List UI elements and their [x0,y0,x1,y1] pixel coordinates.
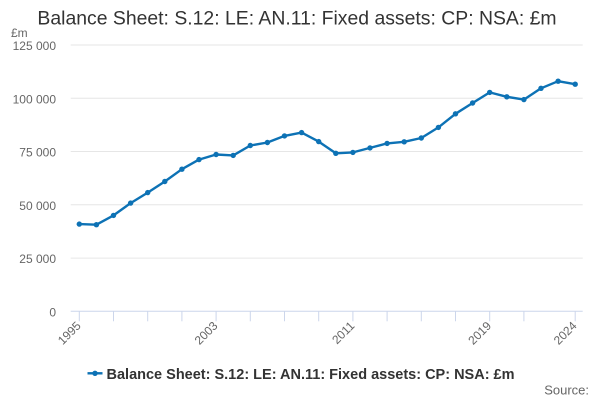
svg-text:50 000: 50 000 [19,199,56,213]
svg-text:£m: £m [11,26,28,40]
svg-text:75 000: 75 000 [19,146,56,160]
svg-text:Balance Sheet: S.12: LE: AN.11: Balance Sheet: S.12: LE: AN.11: Fixed as… [107,367,515,383]
svg-text:25 000: 25 000 [19,252,56,266]
svg-text:Source:: Source: [544,383,589,398]
svg-text:125 000: 125 000 [13,39,57,53]
svg-text:100 000: 100 000 [13,92,57,106]
svg-text:0: 0 [49,305,56,319]
svg-text:Balance Sheet: S.12: LE: AN.11: Balance Sheet: S.12: LE: AN.11: Fixed as… [37,8,556,30]
